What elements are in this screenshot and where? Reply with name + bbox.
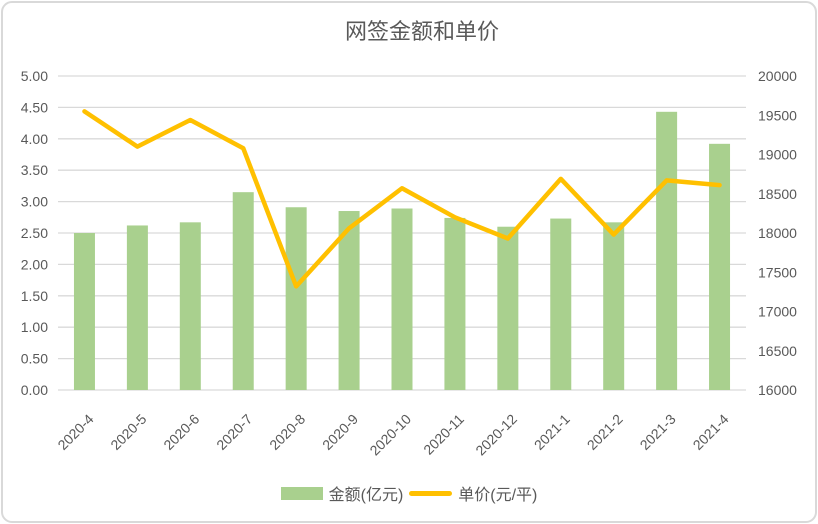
left-axis-tick-label: 4.50 [21,99,48,115]
x-axis-label: 2020-11 [420,411,467,458]
legend-item-amount: 金额(亿元) [280,481,404,505]
amount-bar [285,207,307,390]
x-axis-label: 2020-9 [319,411,361,453]
legend-label-amount: 金额(亿元) [328,487,404,504]
amount-bar [709,143,731,390]
x-axis-label: 2020-5 [107,411,149,453]
right-axis-tick-label: 16000 [758,382,797,398]
left-axis-tick-label: 1.00 [21,319,48,335]
amount-bar [603,222,625,390]
right-axis-tick-label: 18000 [758,225,797,241]
amount-bar [73,233,95,390]
x-axis-label: 2020-10 [366,411,414,459]
x-axis-label: 2021-2 [584,411,626,453]
amount-bar [179,222,201,390]
chart-title: 网签金额和单价 [344,19,500,44]
left-axis-tick-label: 2.00 [21,256,48,272]
legend-label-price: 单价(元/平) [458,487,538,504]
amount-bar [444,217,466,390]
left-axis-tick-label: 3.00 [21,194,48,210]
left-axis-tick-label: 4.00 [21,131,48,147]
left-axis-tick-label: 1.50 [21,288,48,304]
x-axis-label: 2021-3 [637,411,679,453]
x-axis-label: 2020-6 [160,411,202,453]
amount-bar [497,226,519,390]
right-axis-tick-label: 20000 [758,68,797,84]
right-axis-tick-label: 17500 [758,264,797,280]
amount-bar [391,208,413,390]
bar-series-swatch [280,486,323,500]
right-axis-tick-label: 17000 [758,304,797,320]
right-axis-tick-label: 19500 [758,107,797,123]
left-axis-tick-label: 0.00 [21,382,48,398]
right-axis-tick-label: 19000 [758,147,797,163]
x-axis-label: 2020-8 [266,411,308,453]
price-line [82,109,722,289]
amount-bar [550,218,572,390]
legend-item-price: 单价(元/平) [409,481,537,505]
left-axis-tick-label: 0.50 [21,351,48,367]
amount-bar [232,192,254,390]
amount-bar [656,111,678,391]
left-axis-tick-label: 3.50 [21,162,48,178]
left-axis-tick-label: 5.00 [21,68,48,84]
x-axis-label: 2021-1 [531,411,573,453]
line-series-swatch [409,490,453,496]
chart-legend: 金额(亿元) 单价(元/平) [0,481,818,505]
x-axis-label: 2020-4 [54,411,96,453]
amount-bar [126,225,148,390]
amount-bar [338,211,360,390]
x-axis-label: 2021-4 [690,411,732,453]
left-axis-tick-label: 2.50 [21,225,48,241]
x-axis-label: 2020-7 [213,411,255,453]
right-axis-tick-label: 16500 [758,343,797,359]
right-axis-tick-label: 18500 [758,186,797,202]
x-axis-label: 2020-12 [472,411,520,459]
